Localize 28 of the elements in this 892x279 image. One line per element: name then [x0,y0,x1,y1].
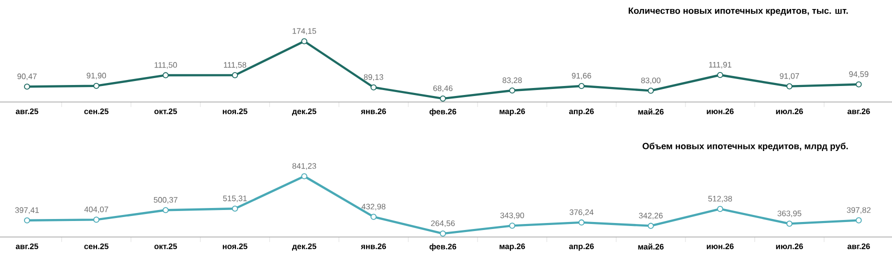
point [24,217,30,224]
point [232,72,238,78]
point [440,230,446,237]
point [509,87,516,94]
point [370,214,377,220]
point [648,222,654,229]
point [509,222,516,229]
point [856,81,862,88]
point [648,88,654,94]
point [162,72,169,78]
point [786,83,792,90]
point [301,173,308,180]
point [93,216,100,223]
point [93,82,100,89]
point [232,206,238,212]
point [578,82,585,90]
point [370,84,377,90]
point [856,217,862,224]
point [24,84,30,90]
point [717,206,724,212]
point [786,220,792,227]
point [162,207,169,214]
point [440,96,446,102]
point [717,72,724,78]
point [301,38,308,44]
chart-title: Количество новых ипотечных кредитов, тыс. шт. [628,8,848,16]
point [578,219,585,226]
chart-title: Объем новых ипотечных кредитов, млрд руб. [642,142,848,152]
